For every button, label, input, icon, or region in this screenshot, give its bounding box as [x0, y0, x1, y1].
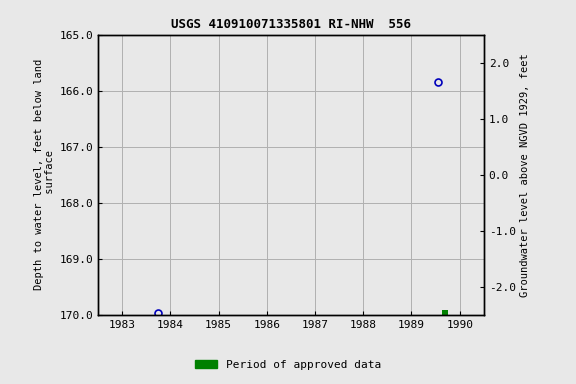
Title: USGS 410910071335801 RI-NHW  556: USGS 410910071335801 RI-NHW 556: [171, 18, 411, 31]
Y-axis label: Depth to water level, feet below land
 surface: Depth to water level, feet below land su…: [33, 59, 55, 290]
Legend: Period of approved data: Period of approved data: [191, 356, 385, 375]
Y-axis label: Groundwater level above NGVD 1929, feet: Groundwater level above NGVD 1929, feet: [520, 53, 530, 296]
